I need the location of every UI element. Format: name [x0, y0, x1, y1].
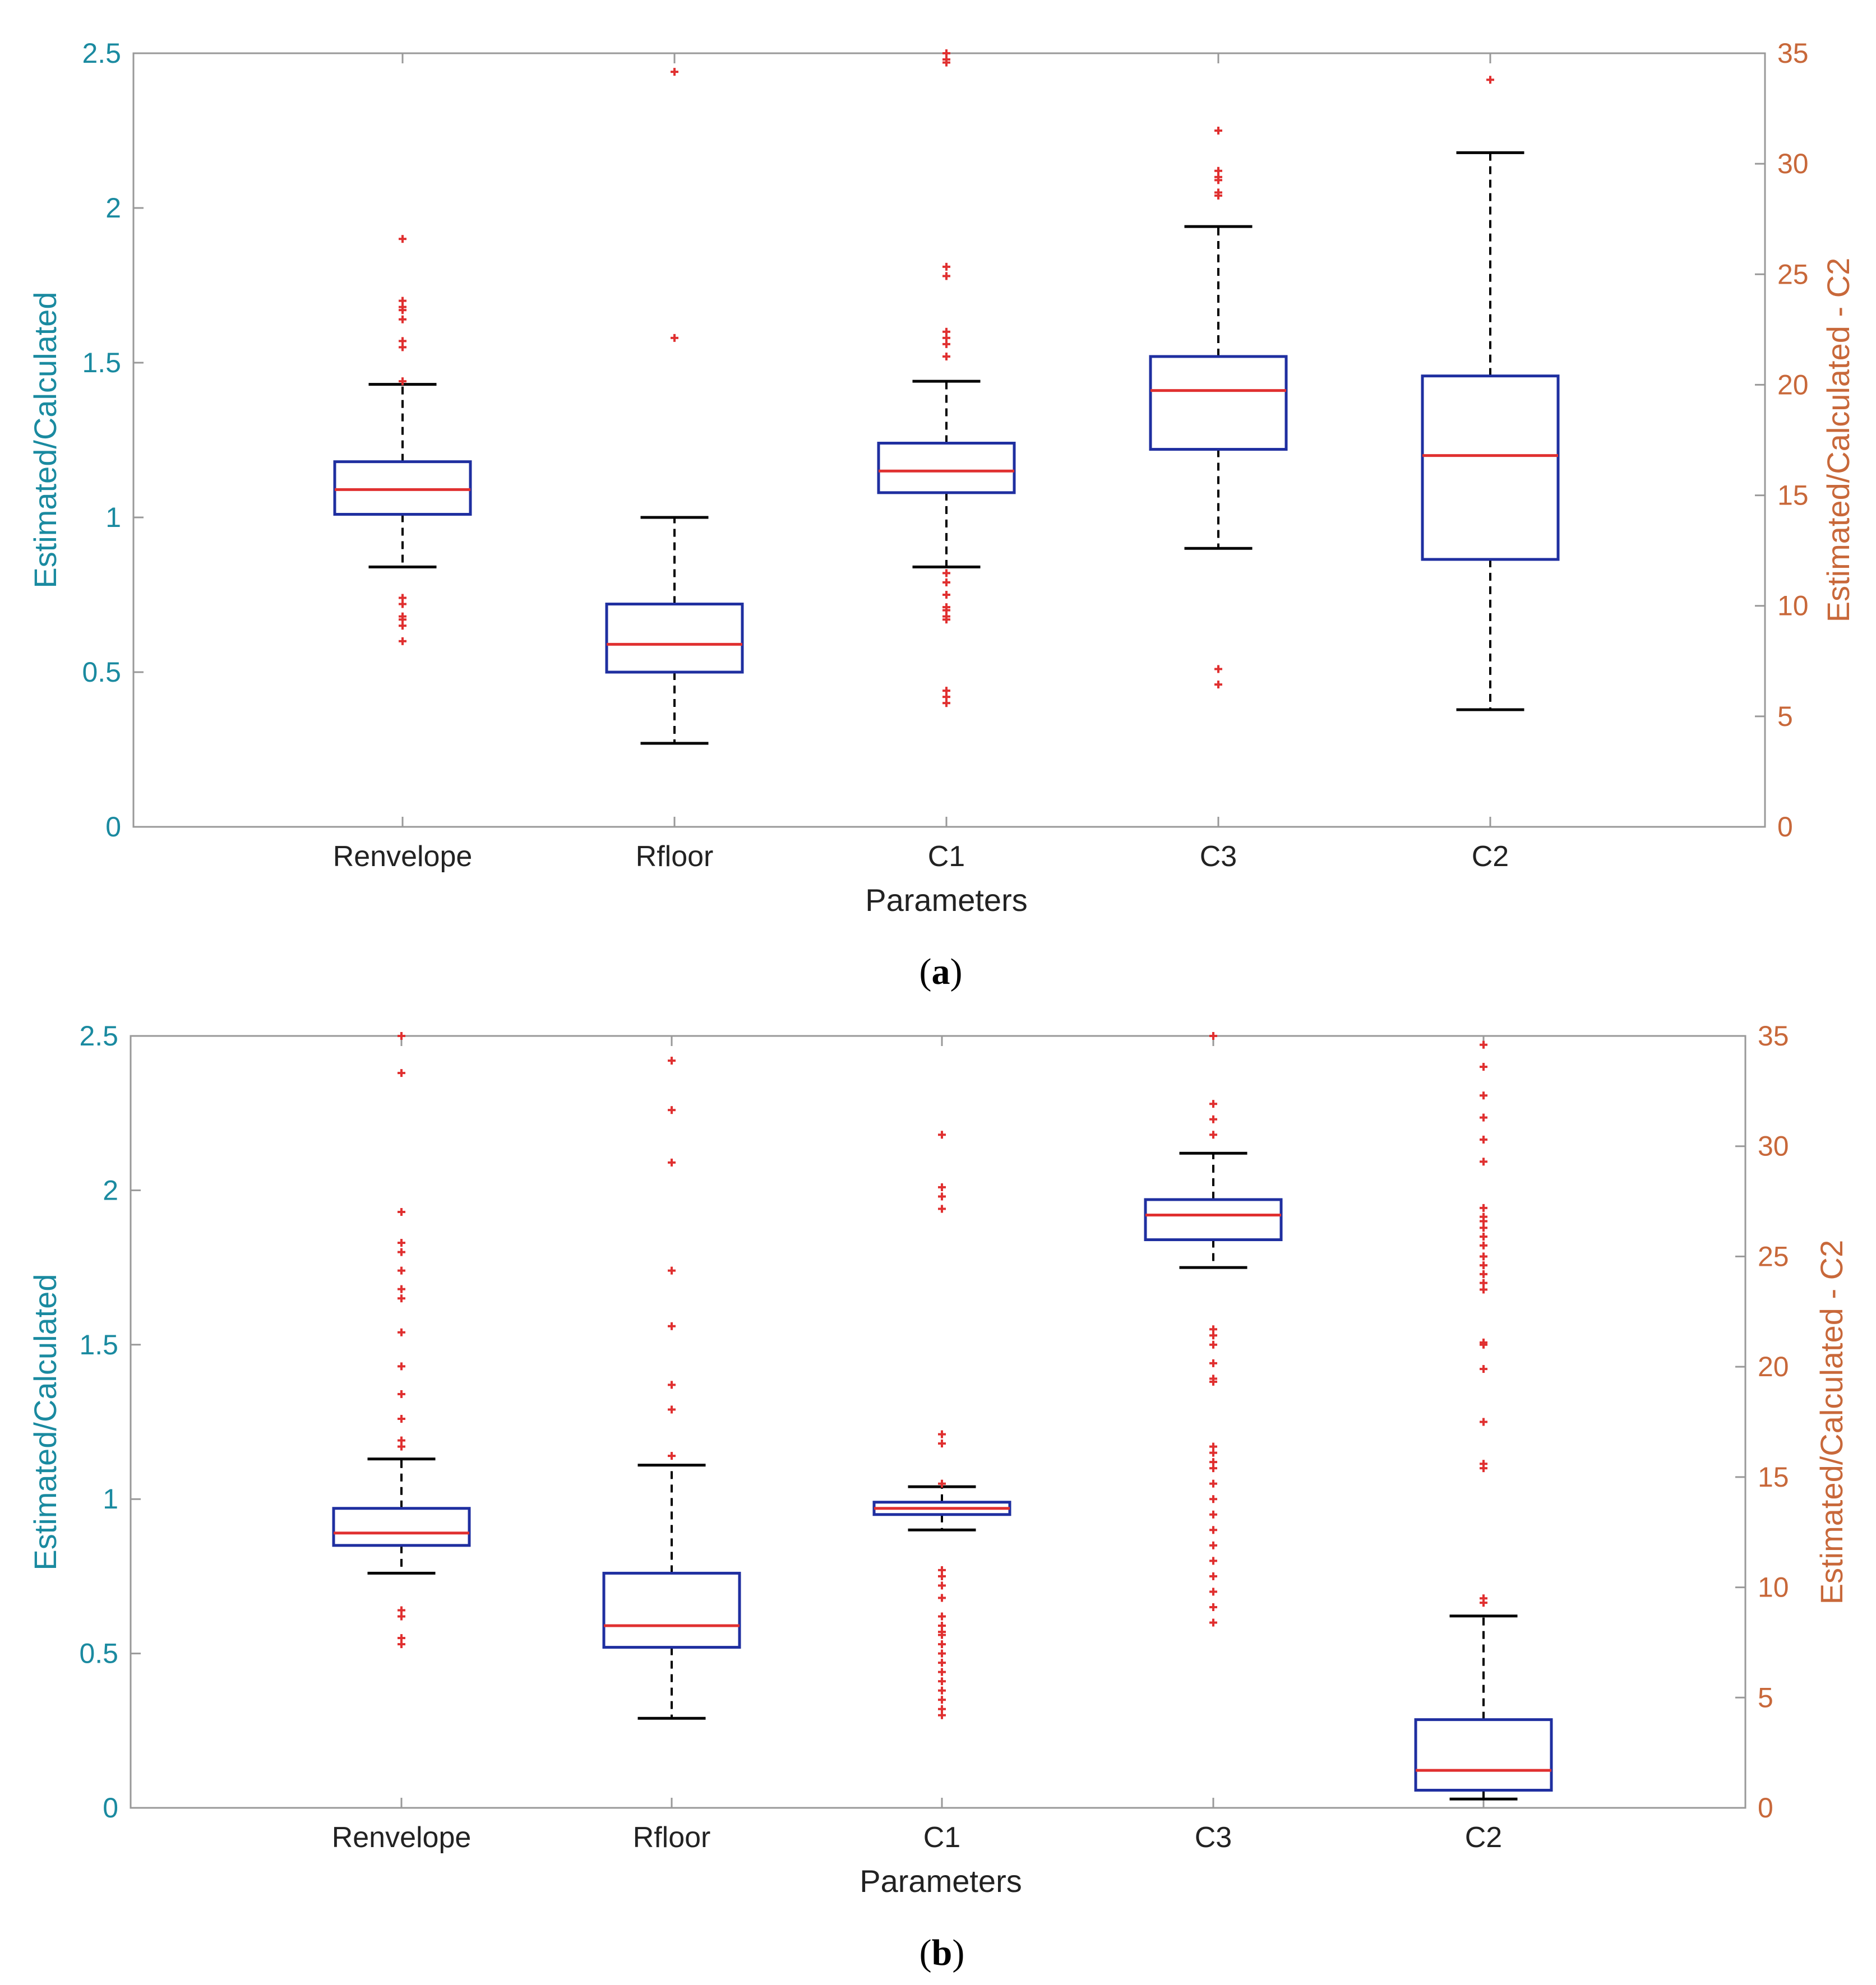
- box-c1: [877, 49, 1016, 707]
- y-tick-label-left: 0: [103, 1792, 118, 1824]
- y-tick-label-left: 2.5: [82, 38, 121, 69]
- plot-frame: [130, 1035, 1746, 1809]
- x-tick-label: Renvelope: [333, 840, 473, 873]
- y-tick-label-left: 0.5: [79, 1638, 118, 1669]
- iqr-box: [1144, 1198, 1283, 1242]
- y-tick-label-right: 30: [1777, 148, 1809, 179]
- category-labels: Renvelope Rfloor C1 C3 C2: [332, 1821, 1503, 1854]
- y-tick-label-right: 25: [1777, 258, 1809, 290]
- y-tick-label-right: 10: [1777, 590, 1809, 622]
- box-rfloor: [602, 1057, 741, 1720]
- y-tick-label-left: 2: [105, 192, 121, 224]
- y-tick-label-right: 20: [1777, 369, 1809, 400]
- box-c2: [1414, 1040, 1553, 1801]
- y-tick-label-right: 10: [1758, 1572, 1789, 1603]
- x-tick-label: C3: [1200, 840, 1237, 873]
- y-axis-label-right: Estimated/Calculated - C2: [1814, 1240, 1849, 1605]
- y-axis-label-left: Estimated/Calculated: [27, 1274, 63, 1570]
- x-tick-label: C1: [923, 1821, 960, 1854]
- iqr-box: [602, 1571, 741, 1649]
- iqr-box: [1421, 374, 1560, 561]
- y-tick-label-right: 5: [1777, 701, 1793, 732]
- x-tick-label: C2: [1472, 840, 1509, 873]
- y-tick-label-right: 20: [1758, 1351, 1789, 1382]
- box-plots: [332, 1032, 1553, 1801]
- y-ticks-left: 0 0.5 1 1.5 2 2.5: [79, 1020, 141, 1824]
- box-rfloor: [605, 68, 744, 745]
- iqr-box: [332, 1507, 471, 1547]
- x-tick-label: Rfloor: [636, 840, 714, 873]
- iqr-box: [333, 460, 472, 516]
- y-tick-label-right: 35: [1777, 38, 1809, 69]
- box-c3: [1149, 127, 1288, 689]
- iqr-box: [1414, 1718, 1553, 1792]
- panel-b: 0 0.5 1 1.5 2 2.5 0 5 10 15 20 25 30 35 Renvelope Rfl…: [27, 1020, 1849, 1973]
- panel-letter-b: b: [932, 1932, 953, 1973]
- y-axis-label-right: Estimated/Calculated - C2: [1820, 258, 1856, 623]
- y-tick-label-right: 5: [1758, 1682, 1773, 1713]
- y-tick-label-left: 2: [103, 1174, 118, 1206]
- y-tick-label-right: 15: [1777, 480, 1809, 511]
- x-axis-label: Parameters: [865, 882, 1027, 918]
- y-tick-label-right: 0: [1758, 1792, 1773, 1824]
- panel-label-a: (a): [919, 951, 963, 992]
- y-ticks-right: 0 5 10 15 20 25 30 35: [1755, 38, 1809, 843]
- y-tick-label-left: 1: [103, 1483, 118, 1515]
- box-plots: [333, 49, 1560, 745]
- y-tick-label-right: 35: [1758, 1020, 1789, 1052]
- y-tick-label-left: 2.5: [79, 1020, 118, 1052]
- y-tick-label-right: 30: [1758, 1131, 1789, 1162]
- x-tick-label: Rfloor: [633, 1821, 711, 1854]
- y-tick-label-left: 0: [105, 811, 121, 843]
- panel-label-b: (b): [919, 1932, 965, 1973]
- panel-a: 0 0.5 1 1.5 2 2.5 0 5 10 15 20 25 30 35 Renvelope Rfl…: [27, 38, 1856, 992]
- x-axis-label: Parameters: [860, 1863, 1022, 1899]
- panel-letter-a: a: [932, 951, 950, 992]
- box-renvelope: [333, 235, 472, 645]
- box-renvelope: [332, 1032, 471, 1649]
- y-tick-label-right: 25: [1758, 1241, 1789, 1272]
- x-tick-label: C1: [928, 840, 965, 873]
- iqr-box: [1149, 355, 1288, 451]
- y-tick-label-left: 1.5: [79, 1329, 118, 1361]
- y-axis-label-left: Estimated/Calculated: [27, 291, 63, 588]
- tick-marks: [401, 53, 1491, 827]
- x-tick-label: C3: [1195, 1821, 1232, 1854]
- x-tick-label: Renvelope: [332, 1821, 472, 1854]
- iqr-box: [877, 442, 1016, 494]
- y-ticks-right: 0 5 10 15 20 25 30 35: [1735, 1020, 1789, 1824]
- category-labels: Renvelope Rfloor C1 C3 C2: [333, 840, 1509, 873]
- y-tick-label-left: 1: [105, 502, 121, 533]
- x-tick-label: C2: [1465, 1821, 1502, 1854]
- box-c3: [1144, 1032, 1283, 1627]
- y-ticks-left: 0 0.5 1 1.5 2 2.5: [82, 38, 144, 843]
- iqr-box: [605, 603, 744, 674]
- y-tick-label-right: 15: [1758, 1461, 1789, 1493]
- y-tick-label-right: 0: [1777, 811, 1793, 843]
- y-tick-label-left: 1.5: [82, 347, 121, 378]
- box-c2: [1421, 76, 1560, 711]
- y-tick-label-left: 0.5: [82, 656, 121, 688]
- box-c1: [872, 1131, 1011, 1719]
